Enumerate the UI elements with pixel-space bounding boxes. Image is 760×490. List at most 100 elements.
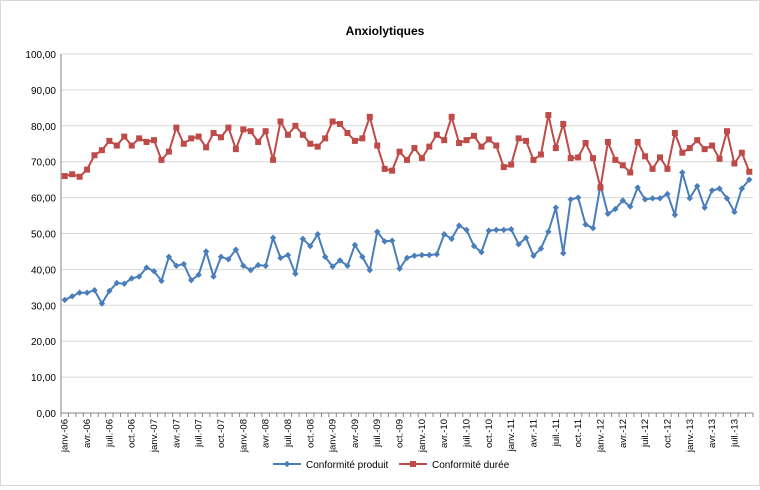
legend-item: Conformité durée — [399, 460, 510, 471]
x-tick-label: oct.-11 — [573, 419, 584, 447]
data-point — [433, 251, 440, 258]
legend-item: Conformité produit — [273, 460, 388, 471]
data-point — [582, 140, 589, 147]
data-point — [485, 136, 492, 143]
data-point — [433, 131, 440, 138]
data-point — [292, 270, 299, 277]
data-point — [366, 266, 373, 274]
data-point — [545, 228, 552, 235]
data-point — [590, 155, 597, 162]
data-point — [441, 231, 448, 238]
y-tick-label: 80,00 — [31, 122, 56, 133]
data-point — [68, 293, 76, 300]
data-point — [426, 251, 433, 259]
data-point — [656, 154, 663, 161]
data-point — [307, 140, 314, 147]
data-point — [567, 196, 574, 203]
data-point — [359, 135, 366, 142]
data-point — [597, 184, 604, 191]
data-point — [493, 226, 500, 234]
y-tick-label: 20,00 — [31, 337, 56, 348]
data-point — [589, 224, 597, 232]
data-point — [351, 137, 358, 144]
data-point — [552, 145, 559, 152]
data-point — [515, 135, 522, 142]
data-point — [91, 287, 98, 294]
data-point — [485, 227, 493, 234]
y-axis: 0,00 10,00 20,00 30,00 40,00 50,00 60,00 70,00 8… — [25, 50, 62, 420]
data-point — [478, 248, 485, 256]
data-point — [716, 155, 723, 162]
data-point — [284, 251, 292, 259]
data-point — [329, 263, 336, 270]
data-point — [470, 242, 478, 250]
data-point — [307, 242, 314, 250]
y-tick-label: 60,00 — [31, 194, 56, 205]
x-tick-label: juil.-08 — [283, 419, 294, 448]
data-point — [649, 165, 656, 172]
data-point — [545, 112, 552, 119]
data-point — [210, 273, 217, 280]
data-point — [61, 296, 68, 304]
data-point — [508, 161, 515, 168]
data-point — [619, 162, 626, 169]
data-point — [195, 133, 202, 140]
data-point — [537, 245, 545, 252]
y-tick-label: 50,00 — [31, 230, 56, 241]
data-point — [612, 205, 619, 213]
data-point — [604, 138, 611, 145]
data-point — [470, 132, 477, 139]
data-point — [121, 280, 128, 287]
data-point — [254, 261, 262, 269]
x-tick-label: janv.-09 — [328, 419, 339, 453]
data-point — [84, 166, 91, 173]
data-point — [113, 142, 120, 149]
data-point — [98, 300, 106, 307]
data-point — [456, 140, 463, 147]
data-point — [478, 143, 485, 150]
legend-marker — [410, 461, 416, 467]
data-point — [240, 126, 247, 133]
data-point — [381, 238, 388, 245]
y-tick-label: 100,00 — [25, 50, 56, 61]
data-point — [582, 221, 589, 228]
data-point — [642, 153, 649, 160]
data-point — [463, 137, 470, 144]
data-point — [270, 156, 277, 163]
data-point — [738, 185, 746, 192]
data-point — [106, 287, 113, 295]
data-point — [262, 128, 269, 135]
data-point — [277, 254, 284, 262]
data-point — [411, 145, 418, 152]
data-point — [389, 167, 396, 174]
data-point — [299, 235, 307, 243]
data-point — [463, 226, 470, 234]
data-point — [627, 203, 634, 210]
data-point — [396, 265, 403, 272]
data-point — [701, 204, 708, 211]
data-point — [515, 241, 522, 248]
x-tick-label: avr.-08 — [261, 419, 272, 448]
data-point — [158, 277, 165, 285]
data-point — [135, 273, 143, 280]
x-tick-label: juil.-10 — [462, 419, 473, 448]
data-point — [344, 262, 351, 270]
data-point — [612, 156, 619, 163]
x-tick-label: janv.-12 — [595, 419, 606, 453]
data-point — [686, 195, 693, 202]
data-point — [188, 135, 195, 142]
data-point — [180, 260, 187, 268]
data-point — [723, 128, 730, 135]
x-tick-label: juil.-12 — [640, 419, 651, 448]
data-point — [679, 149, 686, 156]
data-point — [381, 165, 388, 172]
data-point — [240, 262, 247, 270]
data-point — [76, 173, 83, 180]
series-line — [64, 172, 751, 306]
legend-label: Conformité produit — [306, 460, 388, 471]
data-point — [411, 252, 418, 259]
data-point — [314, 143, 321, 150]
x-tick-label: janv.-11 — [506, 419, 517, 452]
data-point — [247, 128, 254, 135]
